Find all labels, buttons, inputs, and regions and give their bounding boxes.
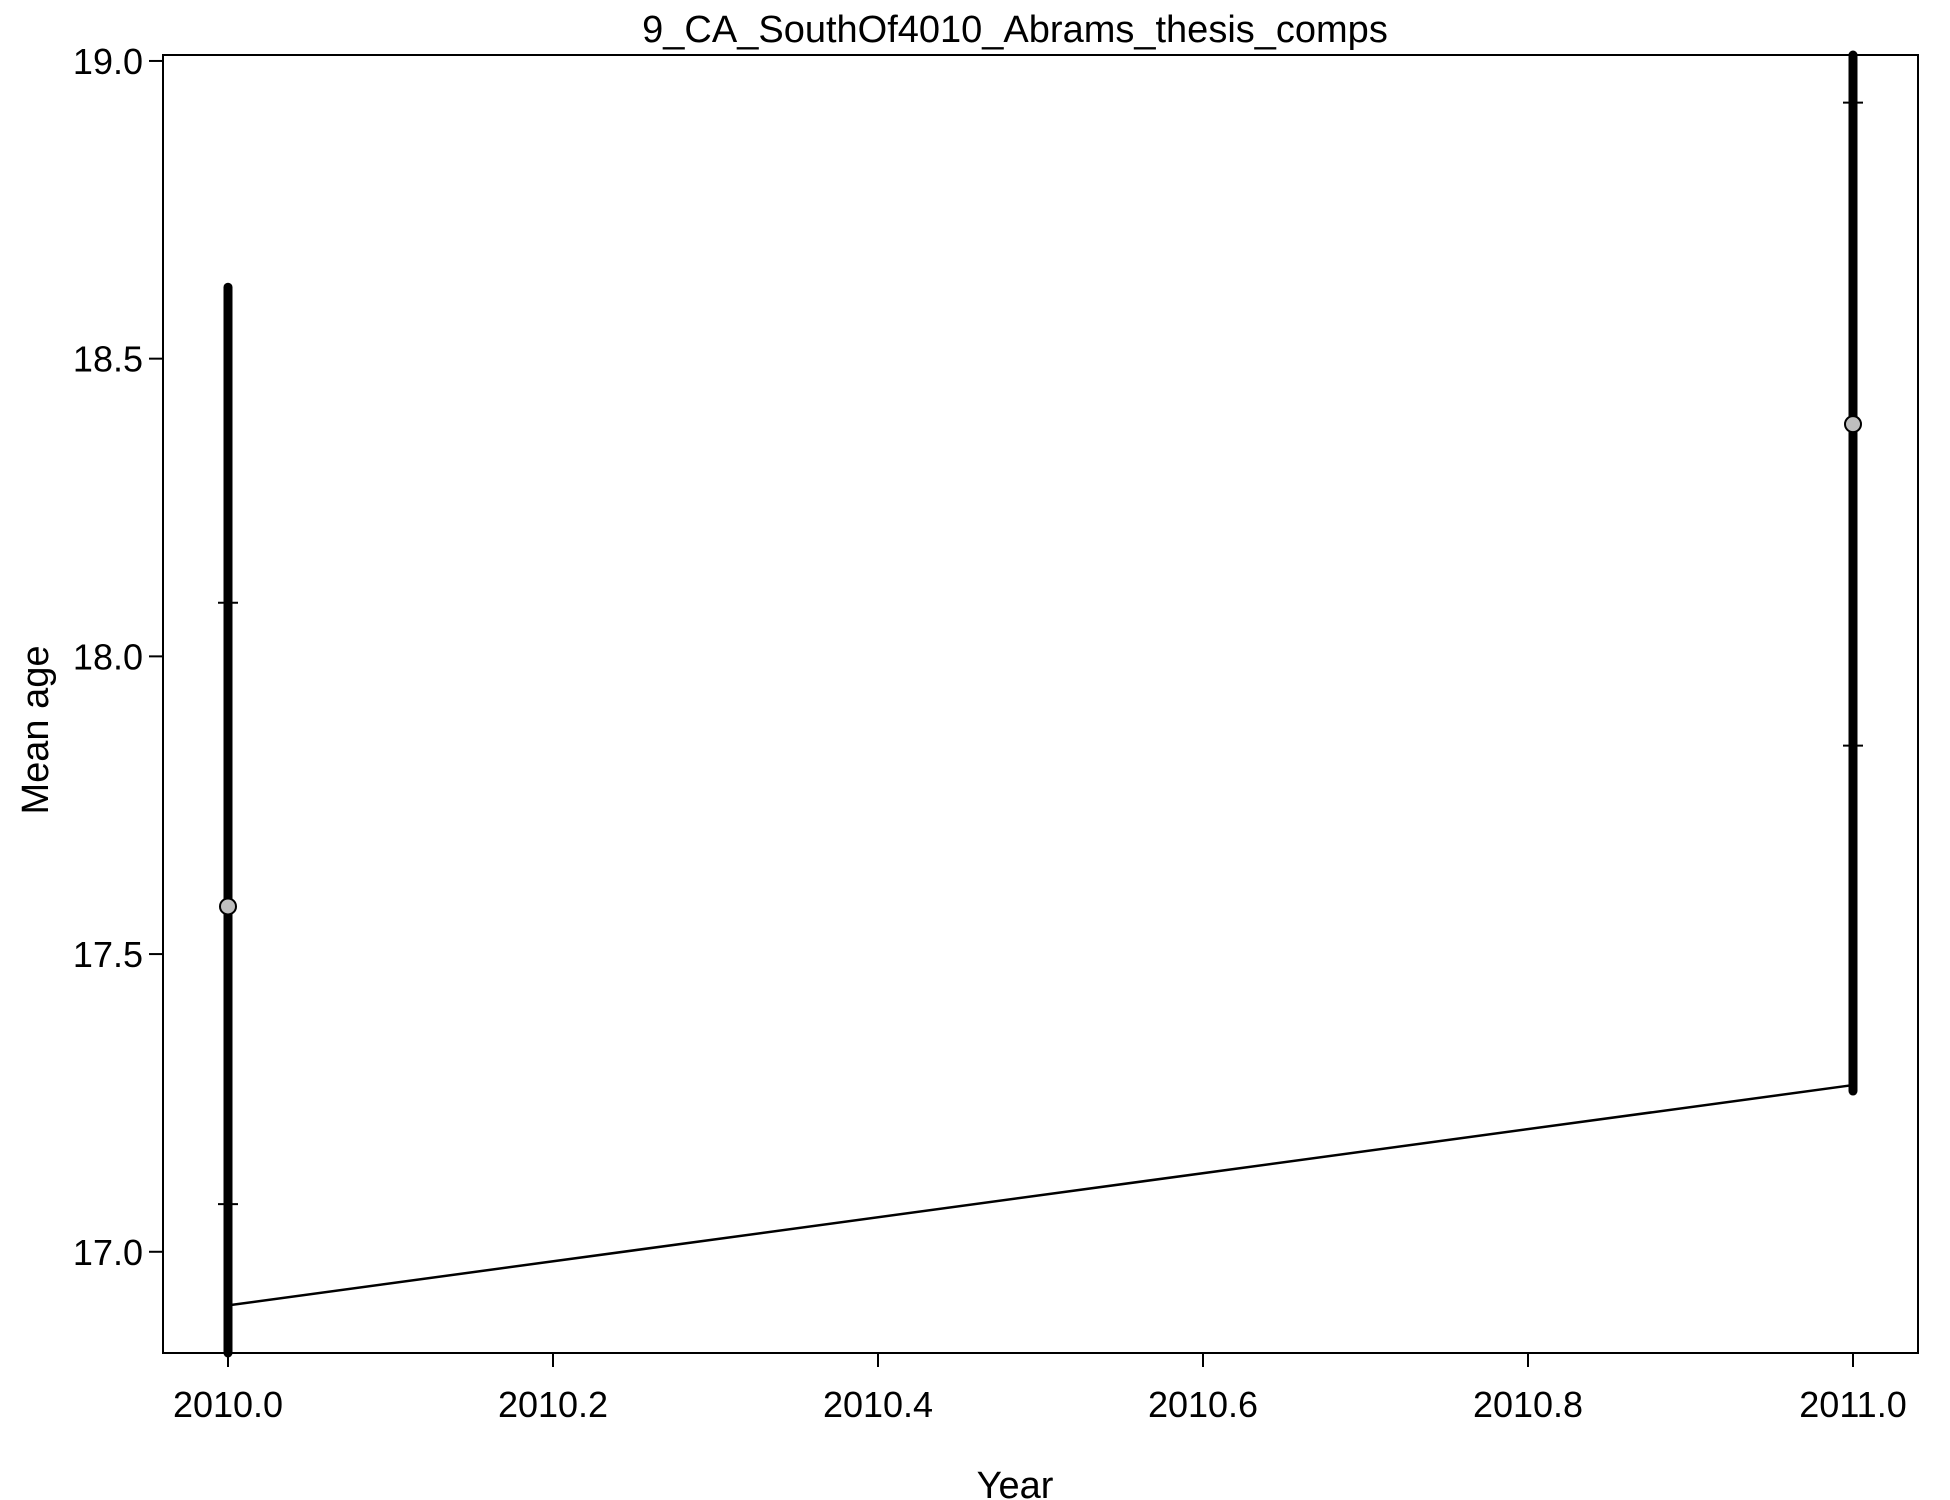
plot-area [218, 50, 1863, 1358]
y-tick-label: 18.5 [73, 339, 143, 380]
x-tick-label: 2010.4 [823, 1384, 933, 1425]
x-tick-label: 2010.6 [1148, 1384, 1258, 1425]
x-tick-label: 2010.8 [1473, 1384, 1583, 1425]
y-axis-label: Mean age [15, 645, 57, 814]
x-tick-label: 2010.0 [173, 1384, 283, 1425]
y-tick-label: 17.0 [73, 1232, 143, 1273]
data-point [219, 897, 237, 916]
x-tick-label: 2010.2 [498, 1384, 608, 1425]
y-tick-label: 18.0 [73, 636, 143, 677]
x-axis: 2010.0 2010.2 2010.4 2010.6 2010.8 2011.0 [173, 1353, 1907, 1425]
plot-frame [162, 54, 1919, 1354]
y-axis: 17.0 17.5 18.0 18.5 19.0 [73, 41, 163, 1273]
y-tick-label: 19.0 [73, 41, 143, 82]
expected-line [227, 1083, 1854, 1307]
x-axis-label: Year [977, 1465, 1054, 1500]
y-tick-label: 17.5 [73, 934, 143, 975]
data-point [1844, 415, 1862, 434]
x-tick-label: 2011.0 [1799, 1384, 1906, 1425]
chart-title: 9_CA_SouthOf4010_Abrams_thesis_comps [642, 9, 1388, 51]
